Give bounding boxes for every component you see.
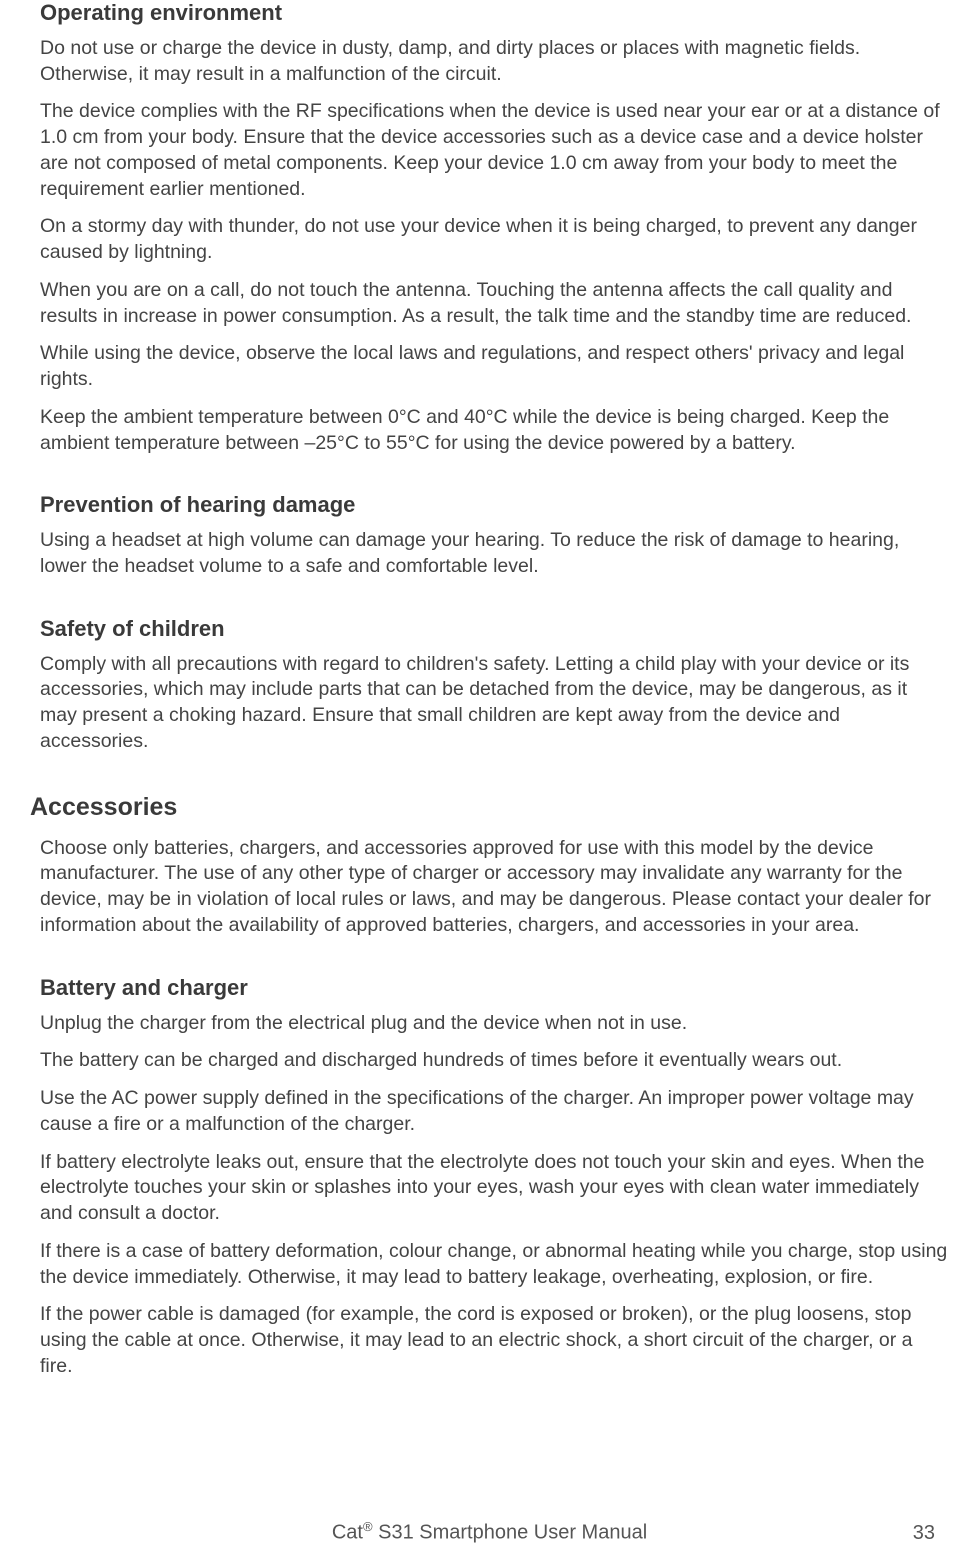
heading-operating-environment: Operating environment [40, 0, 949, 26]
para-battery-5: If there is a case of battery deformatio… [40, 1239, 949, 1290]
para-battery-2: The battery can be charged and discharge… [40, 1048, 949, 1074]
footer-model: S31 Smartphone User Manual [378, 1522, 647, 1544]
page-content: Operating environment Do not use or char… [30, 0, 949, 1379]
para-operating-env-5: While using the device, observe the loca… [40, 341, 949, 392]
registered-icon: ® [363, 1519, 373, 1534]
heading-safety-children: Safety of children [40, 616, 949, 642]
para-hearing-1: Using a headset at high volume can damag… [40, 528, 949, 579]
para-operating-env-6: Keep the ambient temperature between 0°C… [40, 405, 949, 456]
page-number: 33 [913, 1522, 935, 1545]
page-footer: Cat® S31 Smartphone User Manual 33 [0, 1519, 979, 1545]
para-accessories-1: Choose only batteries, chargers, and acc… [40, 836, 949, 939]
footer-brand: Cat [332, 1522, 363, 1544]
para-operating-env-3: On a stormy day with thunder, do not use… [40, 214, 949, 265]
para-battery-3: Use the AC power supply defined in the s… [40, 1086, 949, 1137]
heading-accessories: Accessories [30, 793, 949, 822]
para-battery-6: If the power cable is damaged (for examp… [40, 1302, 949, 1379]
para-operating-env-2: The device complies with the RF specific… [40, 99, 949, 202]
para-children-1: Comply with all precautions with regard … [40, 652, 949, 755]
para-battery-4: If battery electrolyte leaks out, ensure… [40, 1150, 949, 1227]
para-operating-env-4: When you are on a call, do not touch the… [40, 278, 949, 329]
heading-hearing-damage: Prevention of hearing damage [40, 492, 949, 518]
para-operating-env-1: Do not use or charge the device in dusty… [40, 36, 949, 87]
para-battery-1: Unplug the charger from the electrical p… [40, 1011, 949, 1037]
footer-title: Cat® S31 Smartphone User Manual [332, 1519, 647, 1545]
heading-battery-charger: Battery and charger [40, 975, 949, 1001]
